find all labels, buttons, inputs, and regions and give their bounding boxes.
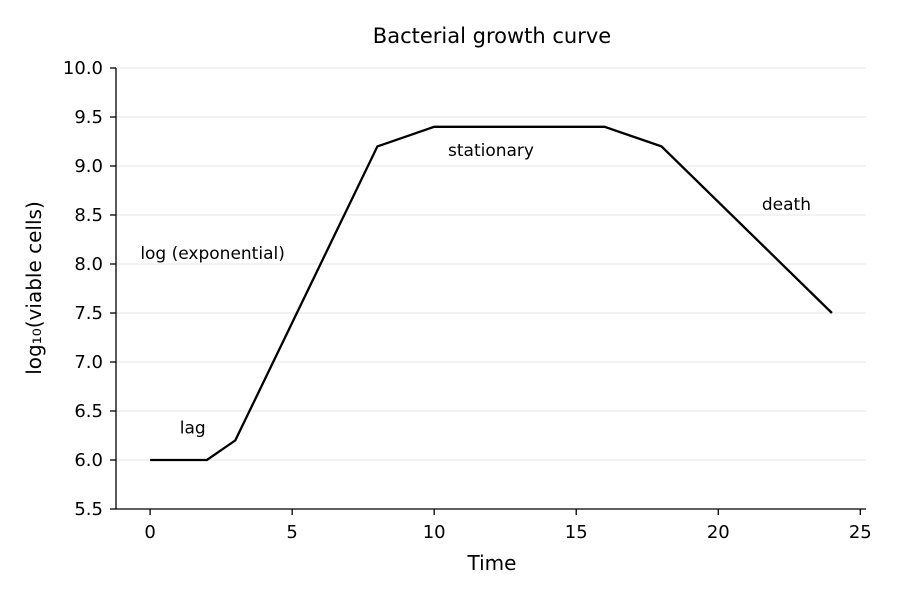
x-tick-label: 5	[286, 522, 297, 543]
y-tick-label: 9.5	[74, 107, 103, 128]
phase-annotation: log (exponential)	[140, 244, 285, 264]
phase-annotation: stationary	[448, 141, 534, 161]
y-tick-label: 8.5	[74, 205, 103, 226]
y-tick-label: 6.0	[74, 450, 103, 471]
y-tick-label: 7.0	[74, 352, 103, 373]
y-tick-label: 5.5	[74, 499, 103, 520]
series-layer	[150, 125, 833, 462]
x-tick-label: 15	[565, 522, 588, 543]
x-tick-label: 0	[144, 522, 155, 543]
y-tick-label: 9.0	[74, 156, 103, 177]
phase-annotation: lag	[180, 419, 206, 439]
y-tick-label: 8.0	[74, 254, 103, 275]
x-tick-label: 20	[707, 522, 730, 543]
x-tick-label: 25	[849, 522, 872, 543]
phase-annotation: death	[762, 195, 811, 215]
chart-title: Bacterial growth curve	[373, 24, 611, 48]
ticks: 0 5 10 15 20 25 5.5 6.0 6.5 7.0 7.5 8.0 8.5 9.0 9.5 10.…	[63, 58, 872, 543]
y-tick-label: 6.5	[74, 401, 103, 422]
axes	[115, 68, 866, 510]
x-axis-label: Time	[467, 551, 517, 575]
growth-curve-line	[150, 125, 833, 462]
gridlines	[116, 67, 866, 461]
y-tick-label: 7.5	[74, 303, 103, 324]
annotations: lag log (exponential) stationary death	[140, 141, 811, 438]
x-tick-label: 10	[423, 522, 446, 543]
y-tick-label: 10.0	[63, 58, 103, 79]
y-axis-label: log₁₀(viable cells)	[22, 201, 46, 375]
